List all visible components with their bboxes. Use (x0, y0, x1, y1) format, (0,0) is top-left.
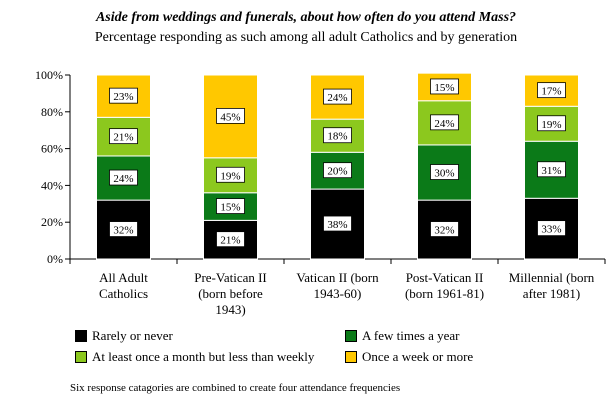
data-label: 18% (327, 131, 347, 143)
data-label: 31% (541, 165, 561, 177)
x-category-label: Pre-Vatican II (194, 270, 267, 285)
x-category-label: after 1981) (523, 286, 580, 301)
data-label-box (430, 114, 459, 131)
data-label: 21% (113, 132, 133, 144)
data-label: 32% (113, 225, 133, 237)
x-category-label: Vatican II (born (296, 270, 379, 285)
data-label: 15% (220, 202, 240, 214)
x-category-label: (born before (198, 286, 263, 301)
legend-item-monthly: At least once a month but less than week… (75, 349, 314, 365)
x-category-label: 1943) (215, 302, 245, 317)
data-label-box (216, 166, 245, 183)
data-label: 23% (113, 91, 133, 103)
legend-swatch-weekly (345, 351, 357, 363)
x-category-label: Catholics (99, 286, 148, 301)
data-label-box (216, 231, 245, 248)
y-tick-label: 20% (41, 215, 63, 229)
legend-item-rarely: Rarely or never (75, 328, 173, 344)
x-category-label: All Adult (99, 270, 148, 285)
data-label-box (216, 108, 245, 124)
data-label: 19% (220, 170, 240, 182)
data-label: 19% (541, 119, 561, 131)
data-label-box (109, 87, 138, 104)
data-label: 45% (220, 111, 240, 123)
y-tick-label: 100% (35, 68, 63, 82)
data-label: 21% (220, 235, 240, 247)
data-label: 33% (541, 224, 561, 236)
legend-label-monthly: At least once a month but less than week… (92, 349, 315, 364)
y-tick-label: 80% (41, 105, 63, 119)
legend-item-weekly: Once a week or more (345, 349, 473, 365)
data-label-box (323, 127, 352, 144)
data-label: 24% (113, 173, 133, 185)
legend-swatch-rarely (75, 330, 87, 342)
data-label: 17% (541, 86, 561, 98)
data-label: 30% (434, 168, 454, 180)
legend-label-rarely: Rarely or never (92, 328, 173, 343)
data-label-box (537, 161, 566, 178)
legend-item-few-times: A few times a year (345, 328, 459, 344)
legend-label-few-times: A few times a year (362, 328, 460, 343)
y-tick-label: 40% (41, 178, 63, 192)
data-label-box (430, 164, 459, 180)
chart-title: Aside from weddings and funerals, about … (95, 10, 517, 25)
data-label-box (537, 82, 566, 99)
legend-swatch-monthly (75, 351, 87, 363)
y-tick-label: 0% (47, 252, 63, 266)
footnote: Six response catagories are combined to … (70, 382, 401, 394)
x-category-label: (born 1961-81) (405, 286, 484, 301)
data-label: 15% (434, 82, 454, 94)
data-label: 32% (434, 225, 454, 237)
legend-swatch-few-times (345, 330, 357, 342)
data-label: 20% (327, 166, 347, 178)
data-label-box (109, 128, 138, 145)
data-label-box (430, 221, 459, 237)
data-label: 24% (434, 118, 454, 130)
data-label: 38% (327, 219, 347, 231)
y-tick-label: 60% (41, 142, 63, 156)
data-label-box (537, 115, 566, 132)
x-category-label: 1943-60) (314, 286, 362, 301)
data-label-box (323, 88, 352, 105)
data-label-box (109, 169, 138, 186)
chart-subtitle: Percentage responding as such among all … (94, 30, 518, 45)
x-category-label: Millennial (born (509, 270, 595, 285)
x-category-label: Post-Vatican II (406, 270, 484, 285)
data-label-box (430, 78, 459, 95)
data-label-box (109, 221, 138, 237)
data-label: 24% (327, 92, 347, 104)
legend-label-weekly: Once a week or more (362, 349, 474, 364)
data-label-box (216, 198, 245, 214)
data-label-box (323, 162, 352, 179)
data-label-box (323, 215, 352, 232)
data-label-box (537, 220, 566, 237)
